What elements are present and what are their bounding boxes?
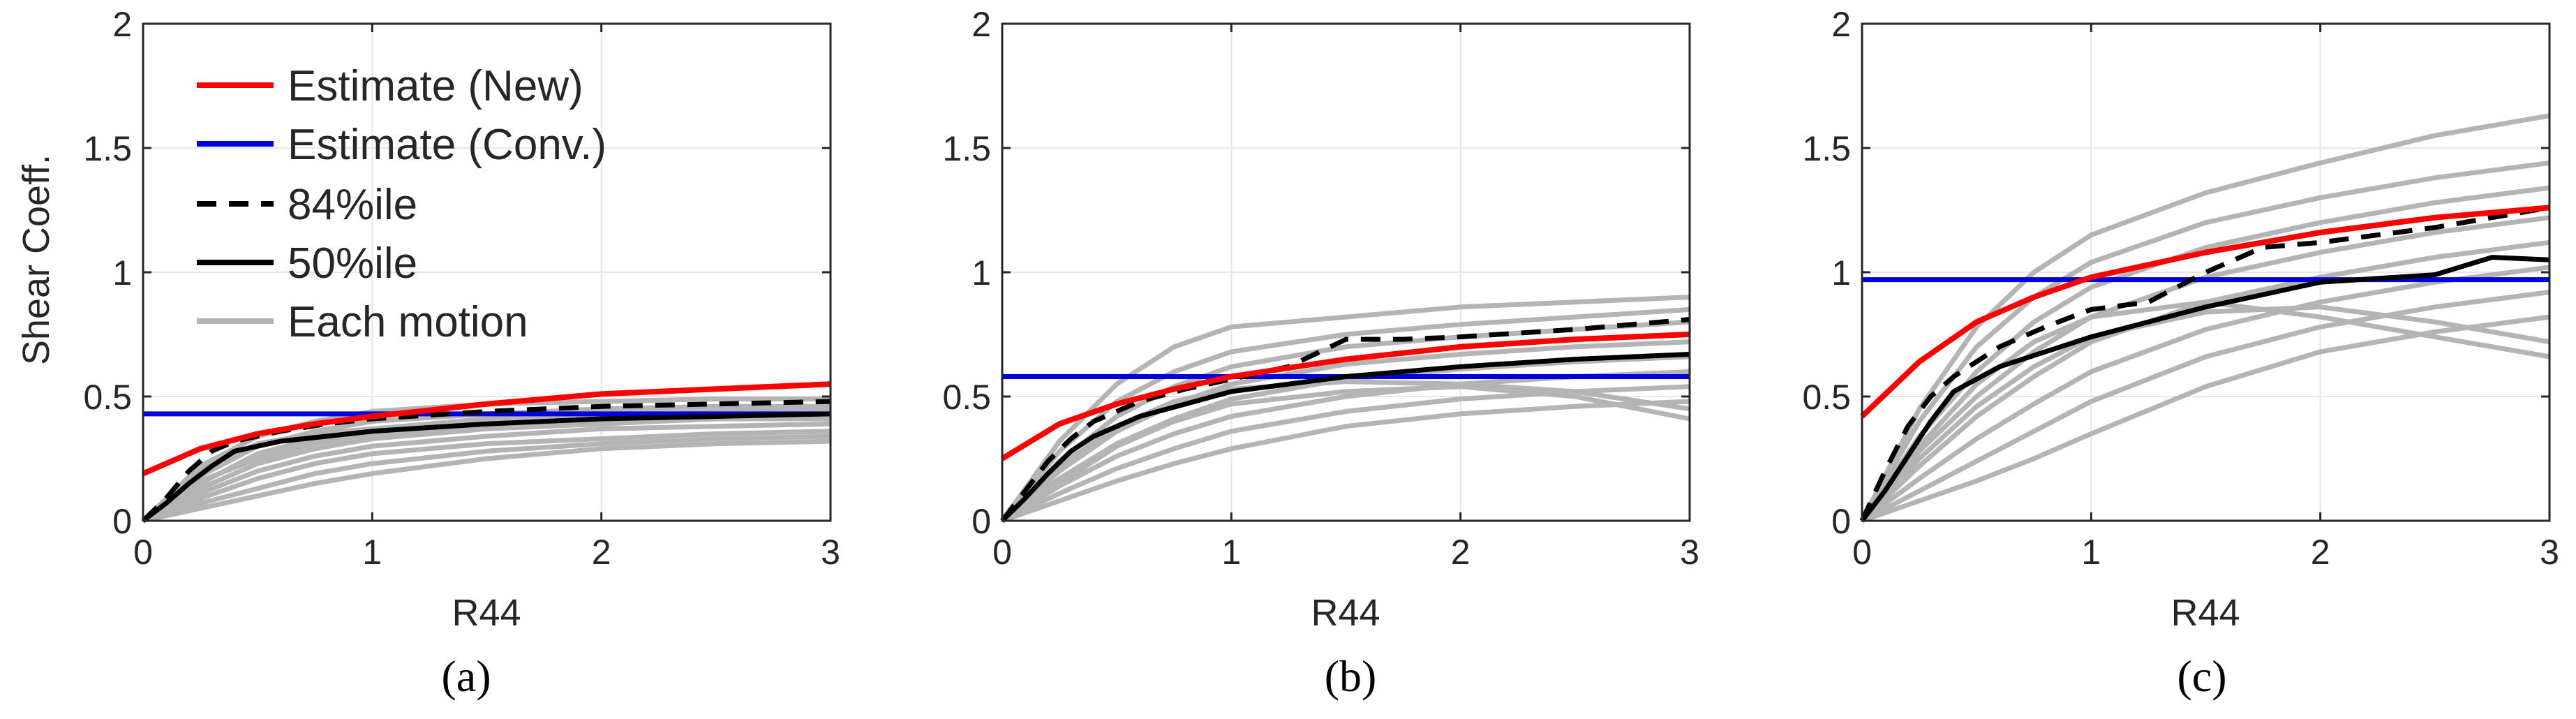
y-tick-label: 0.5: [83, 378, 132, 417]
x-tick-label: 2: [2311, 533, 2330, 572]
legend-label-50: 50%ile: [288, 239, 417, 288]
series-each-motion-1: [141, 396, 831, 523]
x-tick-label: 0: [1852, 533, 1872, 572]
y-tick-label: 2: [112, 5, 132, 44]
series-84-percentile: [1859, 205, 2550, 522]
y-tick-label: 0.5: [942, 378, 991, 417]
series-each-motion-5: [1000, 354, 1690, 523]
legend-label-motion: Each motion: [288, 298, 528, 346]
series-50-percentile: [1000, 352, 1690, 523]
panel-caption-a: (a): [441, 651, 491, 701]
series-each-motion-2: [141, 403, 831, 523]
x-axis-title: R44: [2171, 592, 2240, 634]
y-tick-label: 1.5: [1802, 129, 1851, 168]
plot-b: 0 1 2 3 0 0.5 1 1.5 2: [942, 5, 1699, 572]
panel-caption-b: (b): [1325, 651, 1377, 701]
series-each-motion-6: [142, 429, 831, 524]
x-tick-label: 2: [1451, 533, 1471, 572]
series-each-motion-9: [1000, 379, 1690, 523]
legend-label-new: Estimate (New): [288, 62, 583, 110]
series-each-motion-8: [142, 438, 831, 524]
y-tick-label: 1: [1831, 253, 1851, 292]
x-tick-label: 3: [821, 533, 840, 572]
plot-c: 0 1 2 3 0 0.5 1 1.5 2: [1802, 5, 2559, 572]
series-each-motion-4: [1000, 339, 1690, 523]
series-50-percentile: [1860, 255, 2550, 523]
series-estimate-new: [1000, 332, 1690, 461]
panel-b: 0 1 2 3 0 0.5 1 1.5 2 R44 (b): [942, 5, 1699, 701]
series-each-motion-10: [1001, 384, 1690, 523]
series-each-motion-2: [1859, 160, 2550, 522]
x-tick-label: 0: [992, 533, 1012, 572]
y-tick-label: 0: [112, 502, 132, 541]
x-tick-label: 3: [1680, 533, 1699, 572]
plot-a: 0 1 2 3 0 0.5 1 1.5 2: [83, 5, 840, 572]
x-tick-label: 2: [592, 533, 611, 572]
series-each-motion-5: [142, 421, 831, 524]
legend-label-84: 84%ile: [288, 181, 417, 229]
x-tick-label: 1: [1221, 533, 1241, 572]
series-each-motion-1: [1859, 113, 2550, 522]
x-tick-label: 1: [2081, 533, 2101, 572]
y-tick-label: 1: [971, 253, 991, 292]
panel-caption-c: (c): [2177, 651, 2226, 701]
series-estimate-new: [142, 381, 831, 477]
y-tick-label: 0: [971, 502, 991, 541]
y-axis-title: Shear Coeff.: [15, 154, 57, 365]
series-each-motion-7: [142, 433, 831, 524]
series-each-motion-6: [1001, 369, 1690, 523]
series-estimate-new: [1860, 205, 2550, 419]
x-tick-label: 0: [133, 533, 153, 572]
series-each-motion-7: [1861, 290, 2550, 524]
x-tick-label: 3: [2540, 533, 2559, 572]
panel-a: Shear Coeff. 0 1 2 3 0 0.5 1 1.5 2 R44 (a) Estim…: [15, 5, 840, 701]
series-each-motion-6: [1860, 265, 2550, 523]
series-each-motion-8: [1861, 314, 2550, 524]
x-axis-title: R44: [452, 592, 521, 634]
series-50-percentile: [141, 411, 831, 523]
x-axis-title: R44: [1311, 592, 1380, 634]
y-tick-label: 0: [1831, 502, 1851, 541]
series-each-motion-8: [1001, 399, 1690, 524]
series-each-motion-1: [1000, 295, 1690, 523]
y-tick-label: 1.5: [942, 129, 991, 168]
legend-label-conv: Estimate (Conv.): [288, 121, 606, 169]
panel-c: 0 1 2 3 0 0.5 1 1.5 2 R44 (c): [1802, 5, 2559, 701]
y-tick-label: 1.5: [83, 129, 132, 168]
y-tick-label: 1: [112, 253, 132, 292]
series-each-motion-5: [1860, 239, 2550, 523]
series-each-motion-9: [1860, 299, 2550, 523]
x-tick-label: 1: [362, 533, 382, 572]
legend: Estimate (New) Estimate (Conv.) 84%ile 5…: [197, 62, 606, 346]
y-tick-label: 2: [971, 5, 991, 44]
y-tick-label: 0.5: [1802, 378, 1851, 417]
y-tick-label: 2: [1831, 5, 1851, 44]
series-each-motion-10: [142, 416, 831, 523]
